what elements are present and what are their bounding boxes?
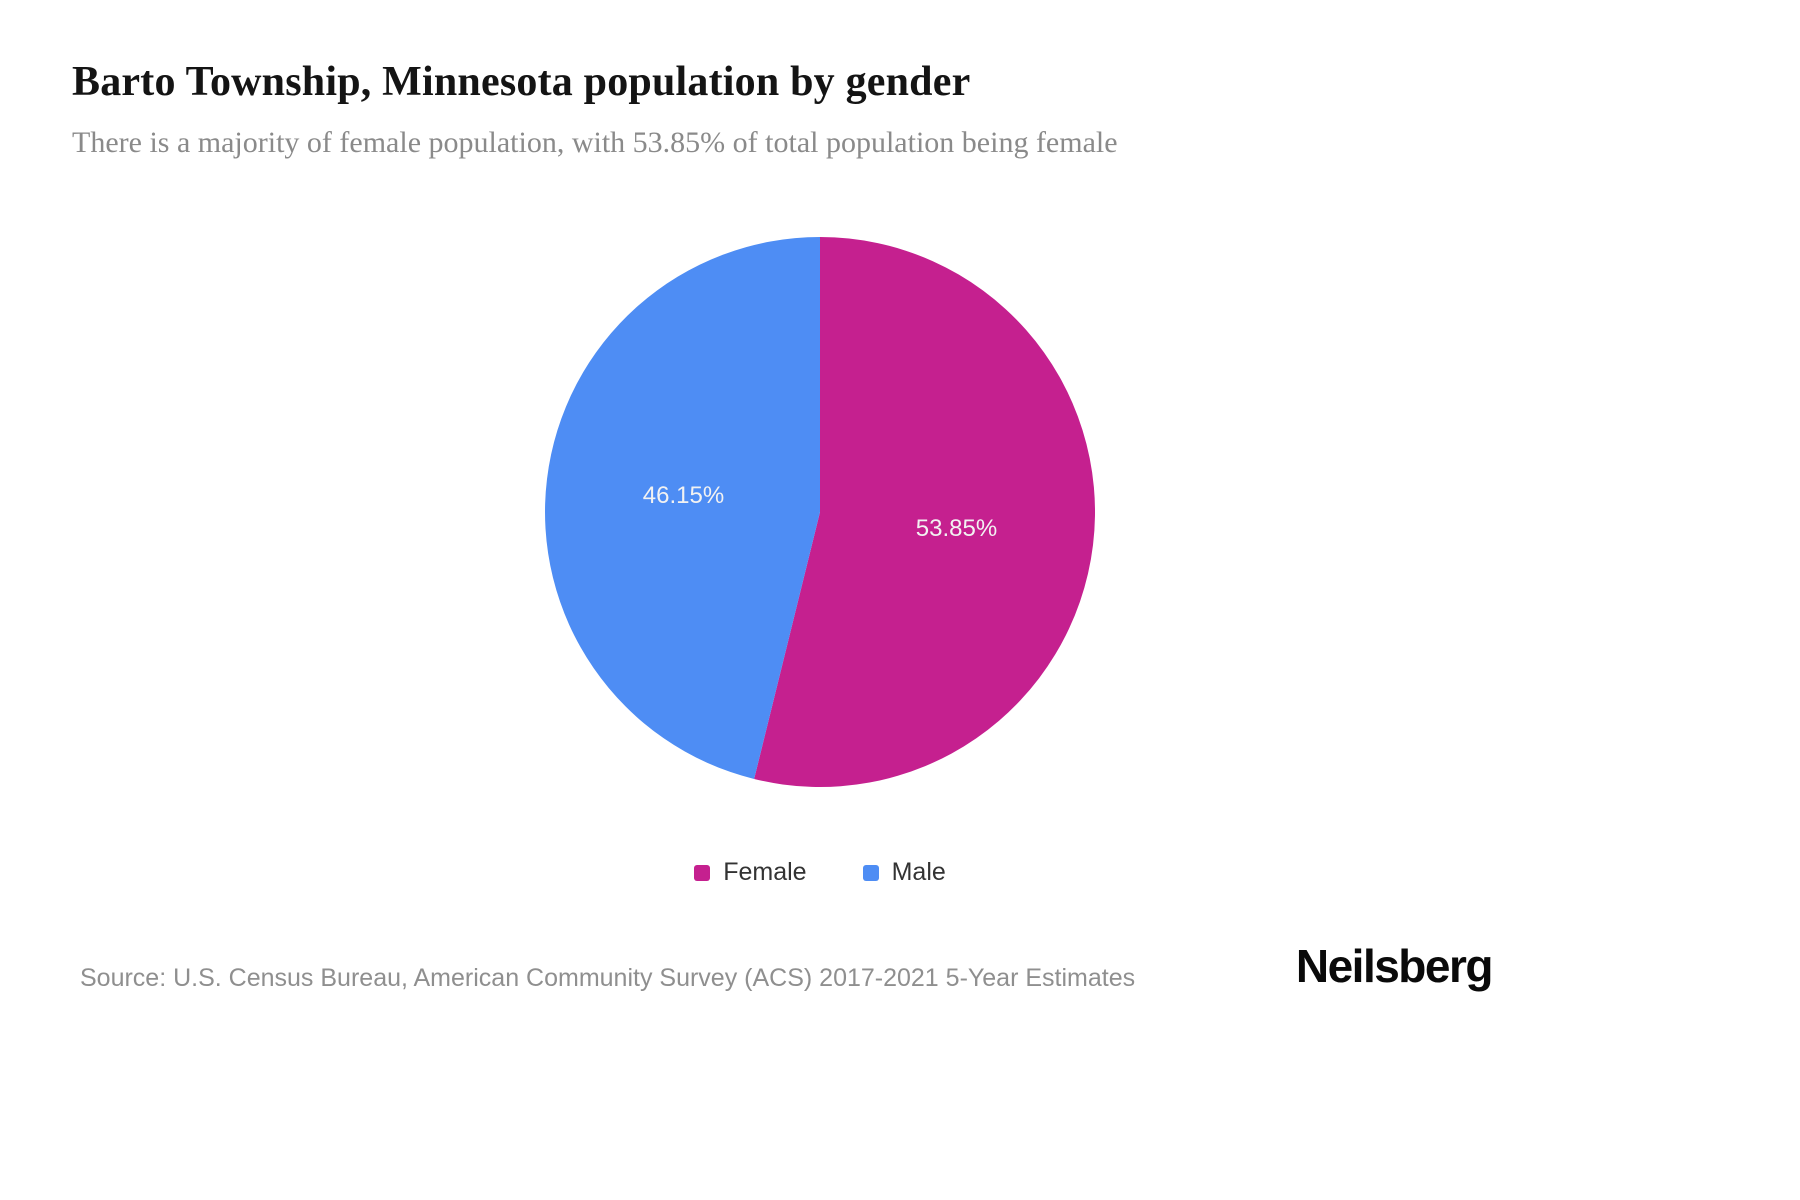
pie-slice-female[interactable] (754, 237, 1096, 787)
legend-swatch-female-icon (694, 864, 711, 881)
legend-label-male: Male (891, 858, 946, 886)
chart-title: Barto Township, Minnesota population by … (72, 59, 971, 105)
legend-item-male[interactable]: Male (862, 858, 946, 887)
legend-item-female[interactable]: Female (694, 858, 807, 887)
pie-chart: 53.85% 46.15% (545, 237, 1096, 787)
legend-label-female: Female (723, 858, 807, 886)
pie-chart-area: 53.85% 46.15% Female Male (540, 232, 1100, 887)
source-attribution: Source: U.S. Census Bureau, American Com… (80, 964, 1136, 992)
legend-swatch-male-icon (862, 864, 879, 881)
pie-slice-value-label: 53.85% (916, 515, 997, 542)
pie-slice-male[interactable] (545, 237, 820, 779)
neilsberg-logo: Neilsberg (1295, 940, 1494, 992)
pie-slice-value-label: 46.15% (643, 482, 724, 509)
chart-legend: Female Male (694, 858, 946, 887)
footer: Source: U.S. Census Bureau, American Com… (0, 939, 1800, 993)
chart-subtitle: There is a majority of female population… (72, 126, 1118, 159)
